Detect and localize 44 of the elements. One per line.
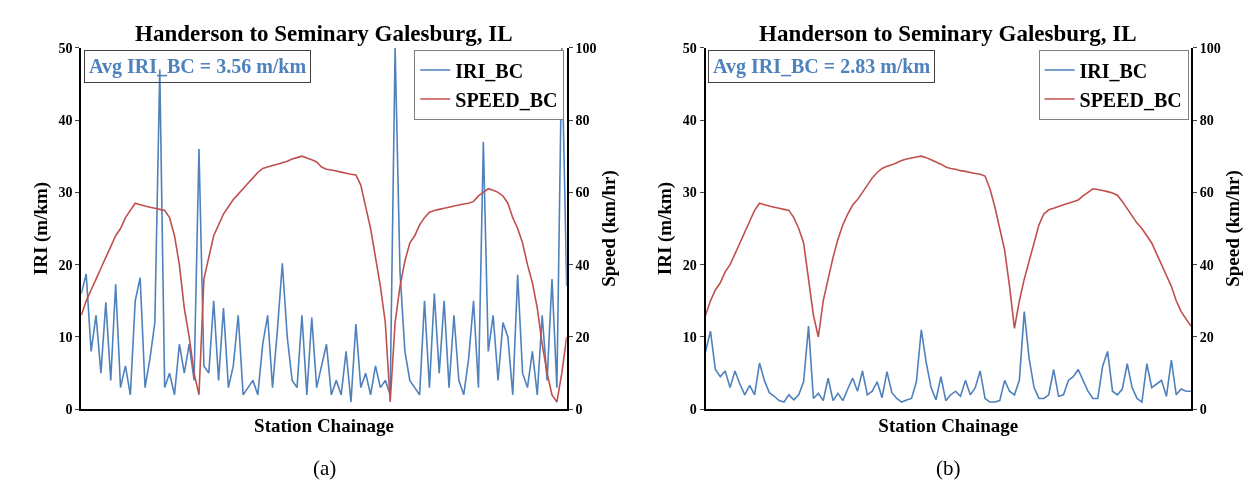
y2-axis-title: Speed (km/hr): [1222, 170, 1245, 287]
y2-tick-label: 80: [575, 112, 590, 128]
line-series: [81, 47, 567, 403]
legend-label: SPEED_BC: [1079, 88, 1182, 111]
y2-axis-title: Speed (km/hr): [597, 170, 620, 287]
line-series: [705, 310, 1191, 403]
y-tick-label: 30: [682, 185, 697, 201]
y2-tick-label: 100: [575, 40, 597, 56]
y-axis-title: IRI (m/km): [654, 181, 677, 276]
y-tick-label: 30: [58, 185, 73, 201]
line-series: [705, 155, 1191, 338]
line-series: [81, 155, 567, 403]
y2-tick-label: 0: [1199, 402, 1207, 418]
x-axis-title: Station Chainage: [878, 414, 1019, 436]
y-tick-label: 50: [58, 40, 73, 56]
y-axis-title: IRI (m/km): [29, 181, 52, 276]
y2-tick-label: 0: [575, 402, 583, 418]
y2-tick-label: 40: [575, 257, 590, 273]
text: (a): [313, 456, 337, 480]
y-tick-label: 0: [65, 402, 73, 418]
text: (b): [936, 456, 961, 480]
y-tick-label: 40: [682, 112, 697, 128]
chart-title: Handerson to Seminary Galesburg, IL: [135, 21, 513, 46]
y-tick-label: 20: [682, 257, 697, 273]
y2-tick-label: 100: [1199, 40, 1221, 56]
y-tick-label: 10: [58, 329, 73, 345]
y-tick-label: 0: [689, 402, 697, 418]
chart-title: Handerson to Seminary Galesburg, IL: [759, 21, 1137, 46]
y2-tick-label: 20: [575, 329, 590, 345]
y2-tick-label: 60: [575, 185, 590, 201]
y-tick-label: 50: [682, 40, 697, 56]
legend-label: SPEED_BC: [455, 88, 558, 111]
y2-tick-label: 20: [1199, 329, 1214, 345]
annotation: Avg IRI_BC = 2.83 m/km: [713, 55, 931, 78]
y2-tick-label: 40: [1199, 257, 1214, 273]
annotation: Avg IRI_BC = 3.56 m/km: [89, 55, 307, 78]
x-axis-title: Station Chainage: [254, 414, 394, 436]
y2-tick-label: 80: [1199, 112, 1214, 128]
y-tick-label: 10: [682, 329, 697, 345]
legend-label: IRI_BC: [455, 59, 524, 82]
y2-tick-label: 60: [1199, 185, 1214, 201]
y-tick-label: 40: [58, 112, 73, 128]
y-tick-label: 20: [58, 257, 73, 273]
legend-label: IRI_BC: [1079, 59, 1148, 82]
